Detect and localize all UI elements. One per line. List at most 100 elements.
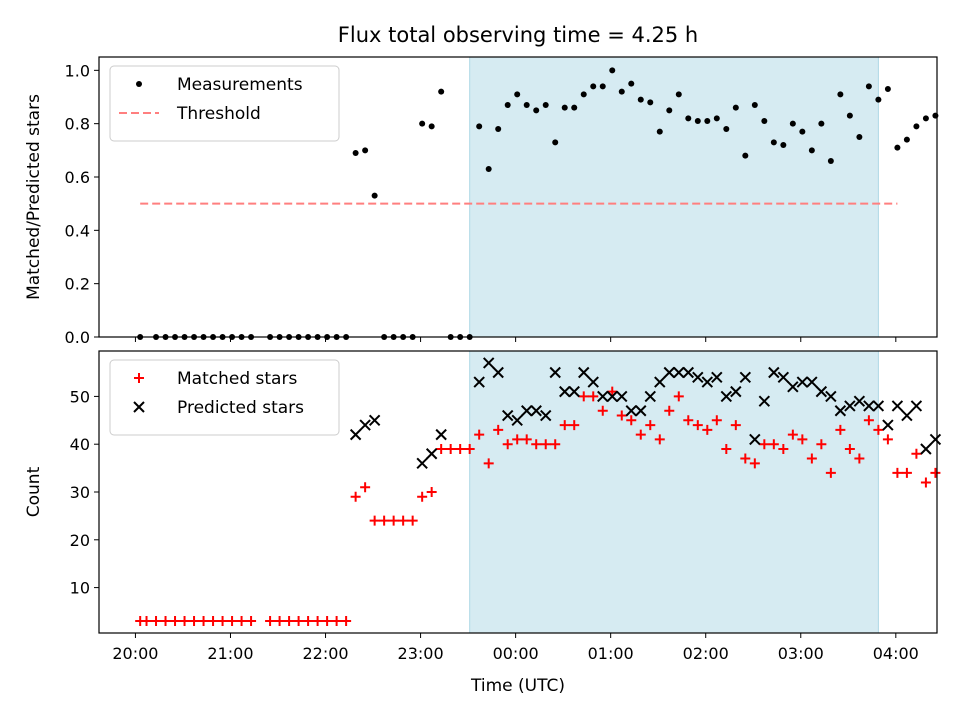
matched-star-point xyxy=(293,616,304,627)
predicted-star-point xyxy=(425,448,438,460)
matched-star-point xyxy=(607,386,618,397)
matched-star-point xyxy=(683,415,694,426)
predicted-star-point xyxy=(635,405,647,417)
matched-star-point xyxy=(730,420,741,431)
measurement-point xyxy=(761,118,768,124)
measurement-point xyxy=(371,192,378,199)
predicted-star-point xyxy=(578,366,590,379)
measurement-point xyxy=(533,107,540,114)
legend-label: Measurements xyxy=(177,75,303,95)
measurement-point xyxy=(514,91,521,98)
y-tick-label: 0.0 xyxy=(65,328,90,347)
matched-star-point xyxy=(445,443,456,454)
matched-star-point xyxy=(778,443,789,454)
matched-star-point xyxy=(360,482,371,493)
matched-star-point xyxy=(417,491,428,502)
matched-star-point xyxy=(151,616,162,627)
predicted-star-point xyxy=(549,366,561,379)
predicted-star-point xyxy=(815,385,828,398)
measurement-point xyxy=(428,123,435,130)
matched-star-point xyxy=(787,429,798,440)
measurement-point xyxy=(599,83,606,90)
y-tick-label: 50 xyxy=(70,387,90,406)
legend-box xyxy=(109,65,340,142)
x-tick-label: 22:00 xyxy=(302,644,348,663)
measurement-point xyxy=(485,166,492,172)
matched-star-point xyxy=(835,424,846,435)
predicted-star-point xyxy=(673,366,685,379)
predicted-star-point xyxy=(692,371,704,383)
predicted-star-point xyxy=(501,409,514,422)
measurement-point xyxy=(751,102,758,108)
matched-star-point xyxy=(426,487,437,497)
matched-star-point xyxy=(844,443,855,454)
measurement-point xyxy=(846,112,853,119)
predicted-star-point xyxy=(758,395,771,407)
y-tick-label: 0.2 xyxy=(65,275,90,294)
measurement-point xyxy=(789,120,796,127)
predicted-star-point xyxy=(368,414,381,427)
measurement-point xyxy=(884,86,891,92)
matched-star-point xyxy=(246,616,257,627)
matched-star-point xyxy=(493,424,504,435)
measurement-point xyxy=(561,104,568,111)
measurement-point xyxy=(799,128,806,135)
measurement-point xyxy=(656,128,663,135)
matched-star-point xyxy=(198,616,209,627)
predicted-star-point xyxy=(701,376,714,388)
predicted-star-point xyxy=(920,443,932,455)
matched-star-point xyxy=(502,439,513,450)
predicted-star-point xyxy=(834,405,847,417)
measurement-point xyxy=(694,118,701,124)
predicted-star-point xyxy=(349,428,362,441)
measurement-point xyxy=(894,144,901,151)
x-tick-label: 01:00 xyxy=(588,644,634,663)
predicted-star-point xyxy=(416,457,428,470)
matched-star-point xyxy=(768,439,779,450)
measurement-point xyxy=(352,150,359,156)
predicted-star-point xyxy=(473,376,485,388)
matched-star-point xyxy=(911,448,922,459)
predicted-star-point xyxy=(825,390,837,403)
matched-star-point xyxy=(322,616,333,627)
predicted-star-point xyxy=(597,390,609,403)
measurement-point xyxy=(476,123,483,130)
predicted-star-point xyxy=(749,433,761,446)
x-tick-label: 23:00 xyxy=(398,644,444,663)
matched-star-point xyxy=(740,453,751,464)
measurement-point xyxy=(732,104,739,111)
predicted-star-point xyxy=(901,409,913,422)
predicted-star-point xyxy=(787,381,799,393)
matched-star-point xyxy=(578,391,589,402)
matched-star-point xyxy=(160,616,171,627)
top-panel: 0.0 0.2 0.4 0.6 0.8 1.0 Matched/Predicted star… xyxy=(24,56,939,347)
legend-marker xyxy=(133,401,145,413)
matched-star-point xyxy=(626,415,637,426)
matched-star-point xyxy=(236,616,247,627)
matched-star-point xyxy=(455,443,466,454)
matched-star-point xyxy=(616,410,627,421)
matched-star-point xyxy=(217,616,228,627)
predicted-star-point xyxy=(568,385,580,398)
axes-frame xyxy=(98,350,938,634)
matched-star-point xyxy=(274,616,285,627)
matched-star-point xyxy=(379,515,390,526)
measurement-point xyxy=(675,91,682,98)
matched-star-point xyxy=(588,391,599,402)
predicted-star-point xyxy=(730,385,742,398)
matched-star-point xyxy=(170,616,181,627)
predicted-star-point xyxy=(530,405,542,417)
y-tick-label: 30 xyxy=(70,483,90,502)
matched-star-point xyxy=(531,439,542,450)
matched-star-point xyxy=(759,439,770,450)
predicted-star-point xyxy=(863,400,875,412)
x-tick-label: 04:00 xyxy=(873,644,919,663)
y-tick-label: 0.8 xyxy=(65,115,90,134)
x-tick-label: 02:00 xyxy=(683,644,729,663)
predicted-star-point xyxy=(511,414,523,427)
matched-star-point xyxy=(901,467,912,478)
y-tick-label: 20 xyxy=(70,531,90,550)
measurement-point xyxy=(419,120,426,127)
predicted-star-point xyxy=(768,366,780,379)
